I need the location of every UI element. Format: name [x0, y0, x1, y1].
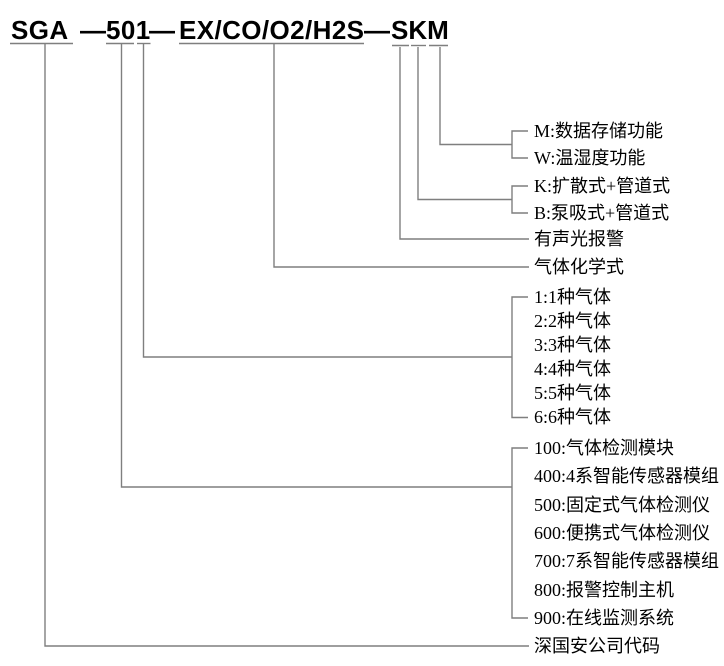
label-gas-count-2: 2:2种气体 — [534, 311, 612, 331]
code-series-number: 501 — [106, 15, 151, 45]
code-options: SKM — [391, 15, 449, 45]
label-series-600: 600:便携式气体检测仪 — [534, 523, 711, 543]
label-series-500: 500:固定式气体检测仪 — [534, 495, 711, 515]
label-gas-count-1: 1:1种气体 — [534, 287, 612, 307]
label-gas-count-4: 4:4种气体 — [534, 359, 612, 379]
label-series-900: 900:在线监测系统 — [534, 608, 675, 628]
label-company: 深国安公司代码 — [534, 636, 660, 656]
label-series-400: 400:4系智能传感器模组 — [534, 466, 720, 486]
label-gas-count-6: 6:6种气体 — [534, 407, 612, 427]
label-alarm: 有声光报警 — [534, 229, 624, 249]
label-gas-count-5: 5:5种气体 — [534, 383, 612, 403]
connector-option-m-line — [439, 47, 512, 146]
label-series-800: 800:报警控制主机 — [534, 580, 675, 600]
code-separator-2: — — [149, 15, 176, 45]
bracket-gas-count — [511, 296, 528, 419]
label-option-m: M:数据存储功能 — [534, 121, 664, 141]
connector-option-k-line — [417, 47, 512, 201]
label-option-b: B:泵吸式+管道式 — [534, 203, 670, 223]
code-separator-3: — — [364, 15, 391, 45]
label-series-100: 100:气体检测模块 — [534, 438, 675, 458]
label-option-w: W:温湿度功能 — [534, 148, 646, 168]
bracket-options-kb — [511, 185, 528, 214]
bracket-options-mw — [511, 130, 528, 159]
connector-option-s-line — [399, 47, 529, 240]
connector-company-line — [44, 44, 529, 647]
code-gas-formula: EX/CO/O2/H2S — [179, 15, 365, 45]
connector-gas-formula-line — [273, 44, 529, 268]
code-separator-1: — — [80, 15, 107, 45]
connector-gas-count-line — [142, 44, 512, 358]
connector-series-line — [120, 44, 512, 488]
label-series-700: 700:7系智能传感器模组 — [534, 551, 720, 571]
label-gas-formula: 气体化学式 — [534, 257, 624, 277]
code-company-prefix: SGA — [11, 15, 69, 45]
label-option-k: K:扩散式+管道式 — [534, 176, 671, 196]
label-gas-count-3: 3:3种气体 — [534, 335, 612, 355]
bracket-series — [511, 447, 528, 619]
